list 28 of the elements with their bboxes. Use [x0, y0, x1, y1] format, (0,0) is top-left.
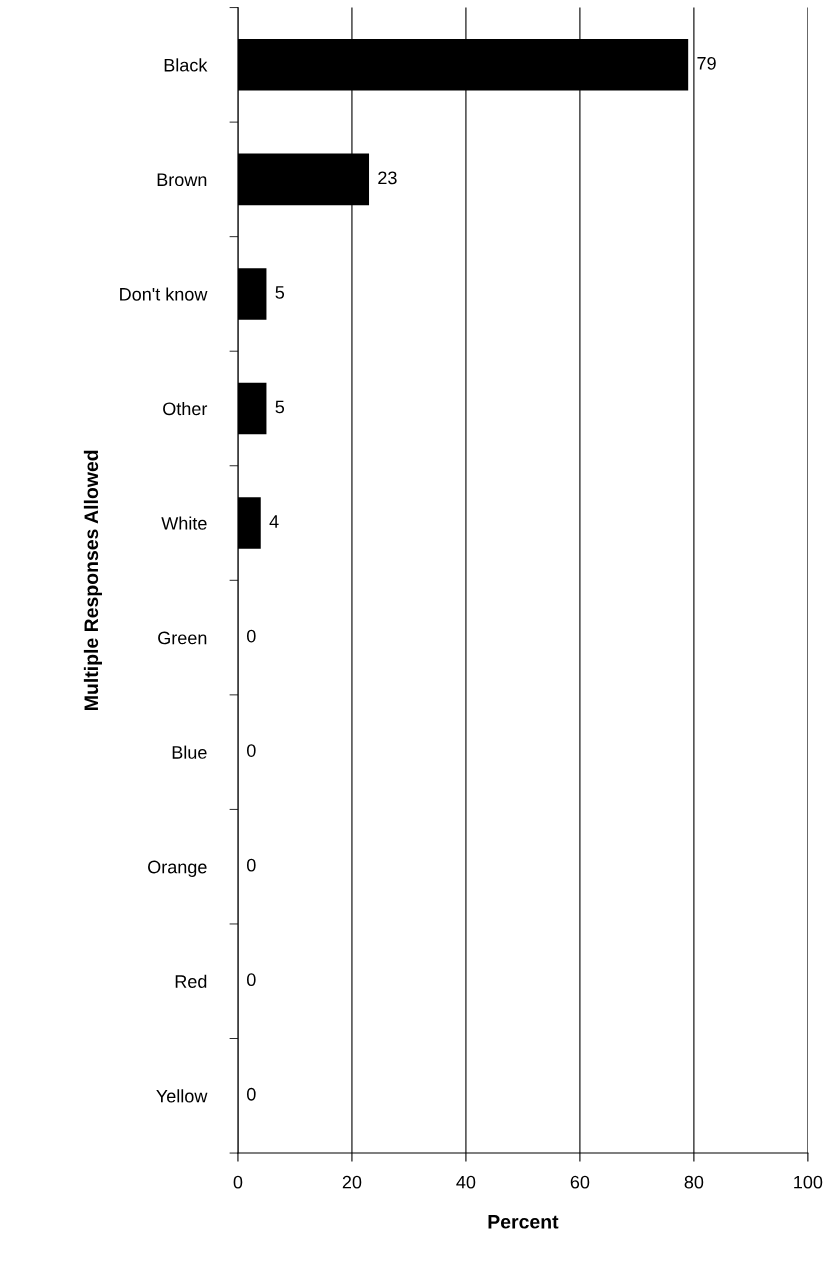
- y-tick-label: White: [161, 516, 207, 530]
- y-tick-label: Black: [164, 58, 208, 72]
- data-label: 5: [275, 400, 285, 414]
- y-tick-label: Other: [163, 401, 208, 416]
- y-tick-label: Red: [175, 974, 207, 988]
- x-tick-label: 60: [570, 1175, 590, 1189]
- data-label: 79: [697, 56, 716, 70]
- data-label: 23: [378, 171, 397, 185]
- x-tick-label: 100: [794, 1175, 823, 1189]
- data-label: 0: [246, 629, 256, 643]
- y-tick-label: Green: [158, 631, 207, 645]
- x-tick-label: 40: [456, 1175, 476, 1189]
- data-label: 4: [269, 515, 279, 528]
- data-label: 0: [246, 744, 256, 757]
- y-tick-label: Brown: [157, 173, 207, 187]
- y-tick-label: Don't know: [120, 287, 208, 301]
- y-axis-title: Multiple Responses Allowed: [83, 450, 102, 710]
- data-label: 0: [246, 858, 256, 872]
- x-tick-label: 80: [684, 1175, 704, 1189]
- x-tick-label: 20: [342, 1175, 362, 1189]
- x-tick-label: 0: [233, 1175, 243, 1189]
- data-label: 0: [246, 973, 256, 987]
- data-label: 0: [246, 1087, 256, 1101]
- x-axis-title: Percent: [488, 1215, 559, 1229]
- data-label: 5: [275, 286, 285, 299]
- y-tick-label: Yellow: [156, 1089, 208, 1103]
- y-tick-label: Orange: [148, 860, 207, 877]
- y-tick-label: Blue: [172, 745, 207, 759]
